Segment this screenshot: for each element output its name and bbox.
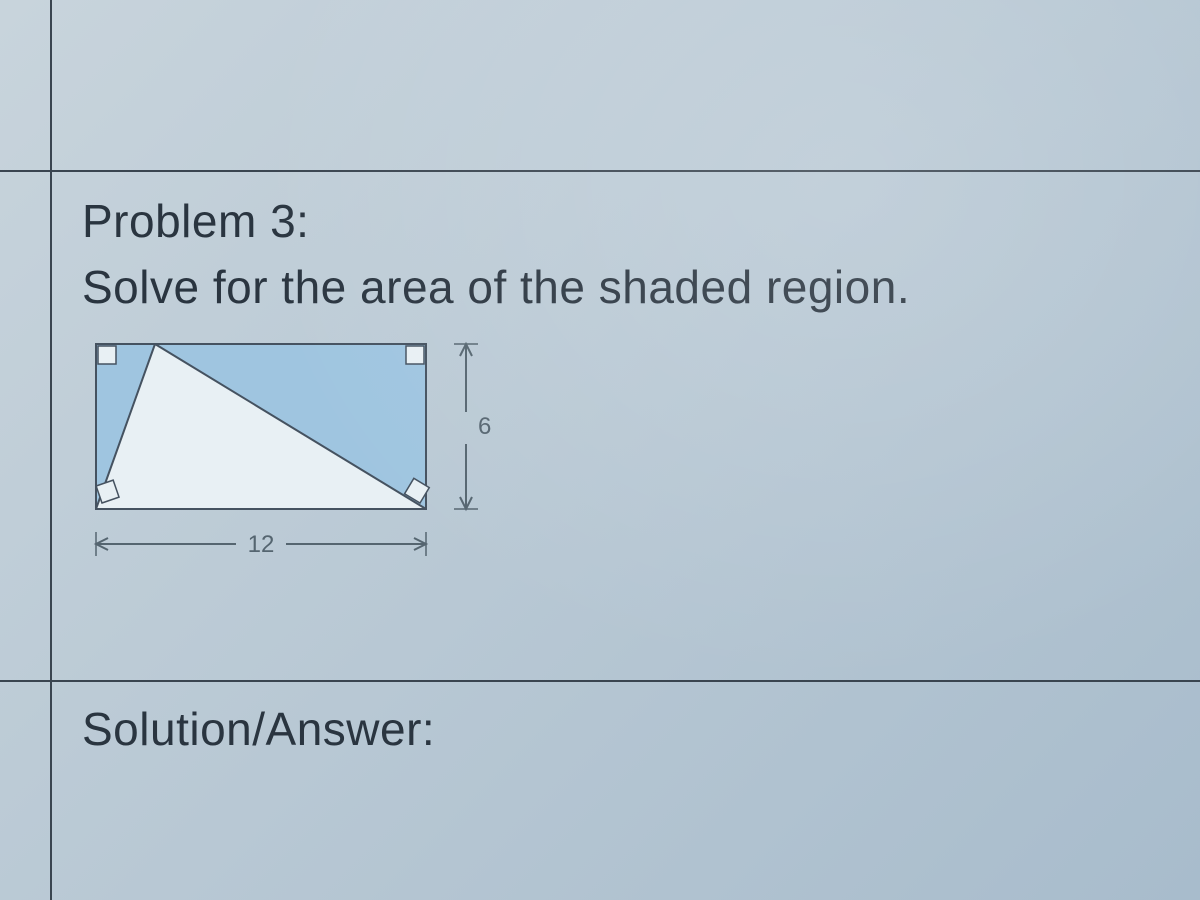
problem-title: Problem 3:	[82, 194, 1170, 248]
problem-prompt: Solve for the area of the shaded region.	[82, 260, 1170, 314]
right-angle-marker-tl	[98, 346, 116, 364]
figure-main-column: 12	[86, 334, 436, 574]
height-label: 6	[478, 413, 491, 440]
solution-cell: Solution/Answer:	[50, 680, 1200, 900]
worksheet-page: Problem 3: Solve for the area of the sha…	[0, 0, 1200, 900]
height-dimension: 6	[448, 334, 508, 524]
problem-cell: Problem 3: Solve for the area of the sha…	[50, 170, 1200, 680]
geometry-diagram	[86, 334, 436, 524]
width-dimension: 12	[86, 524, 436, 574]
solution-label: Solution/Answer:	[82, 702, 1170, 756]
empty-cell-top	[50, 0, 1200, 170]
left-margin	[0, 0, 50, 900]
figure: 12 6	[86, 334, 1170, 574]
right-angle-marker-tr	[406, 346, 424, 364]
width-label: 12	[248, 531, 275, 558]
